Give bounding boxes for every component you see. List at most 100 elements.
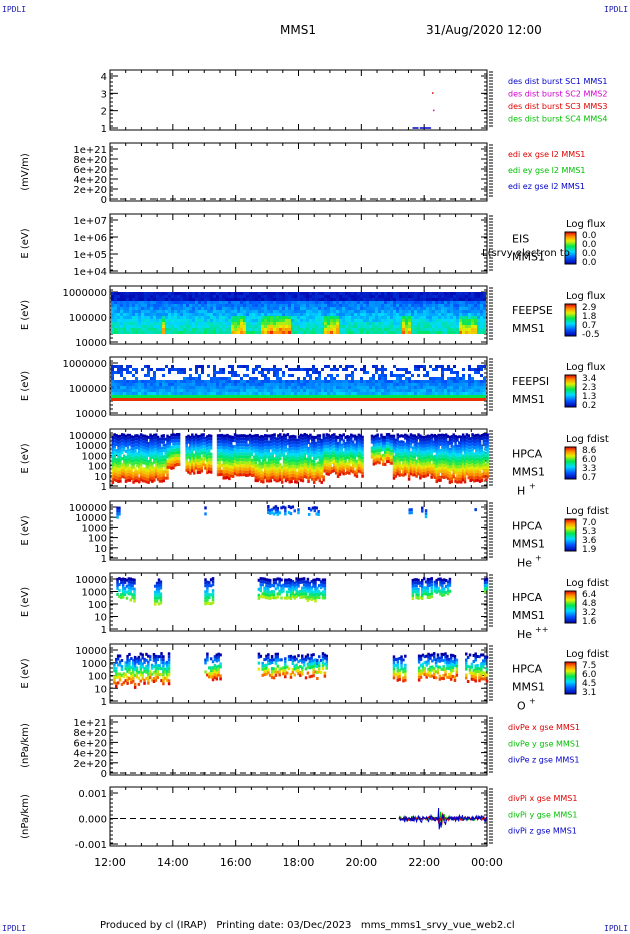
feepsi-cell — [483, 380, 486, 383]
panel-frame-eis — [109, 213, 488, 274]
feepse-cell — [378, 298, 381, 301]
feepsi-cell — [231, 380, 234, 383]
feepse-cell — [405, 322, 408, 325]
feepse-cell — [429, 295, 432, 298]
feepsi-cell — [417, 398, 420, 401]
feepse-cell — [342, 319, 345, 322]
feepsi-cell — [381, 389, 384, 392]
hpca_h-cell — [250, 449, 254, 453]
feepsi-cell — [396, 386, 399, 389]
feepse-cell — [111, 319, 114, 322]
feepse-cell — [261, 331, 264, 334]
feepse-cell — [255, 313, 258, 316]
feepse-cell — [273, 301, 276, 304]
hpca_h-cell — [166, 470, 169, 474]
hpca_h-cell — [139, 460, 143, 464]
hpca_h-cell — [235, 470, 239, 474]
feepse-cell — [273, 295, 276, 298]
feepse-cell — [417, 322, 420, 325]
feepsi-cell — [324, 380, 327, 383]
hpca_h-cell — [147, 453, 150, 457]
feepsi-cell — [162, 386, 165, 389]
hpca_h-cell — [216, 473, 220, 477]
feepse-cell — [426, 331, 429, 334]
hpca_h-cell — [141, 434, 145, 438]
feepse-cell — [363, 292, 366, 295]
feepsi-cell — [348, 380, 351, 383]
feepse-cell — [156, 313, 159, 316]
feepse-cell — [375, 322, 378, 325]
hpca_h-cell — [187, 467, 190, 471]
feepsi-cell — [228, 377, 231, 380]
hpca_h-cell — [256, 440, 259, 444]
hpca_h-cell — [132, 438, 135, 442]
hpca_h-cell — [174, 463, 177, 467]
feepse-cell — [171, 301, 174, 304]
feepsi-cell — [474, 395, 477, 398]
feepse-cell — [375, 298, 378, 301]
feepsi-cell — [210, 383, 213, 386]
feepsi-cell — [117, 392, 120, 395]
feepse-cell — [180, 319, 183, 322]
feepsi-cell — [231, 374, 234, 377]
feepse-cell — [117, 316, 120, 319]
feepsi-cell — [309, 377, 312, 380]
hpca_h-cell — [119, 467, 122, 471]
feepse-cell — [249, 328, 252, 331]
feepse-cell — [357, 307, 360, 310]
feepsi-cell — [249, 398, 252, 401]
feepse-cell — [453, 298, 456, 301]
hpca_h-cell — [170, 436, 173, 440]
feepse-cell — [471, 310, 474, 313]
hpca_h-cell — [198, 470, 202, 474]
feepsi-cell — [333, 392, 336, 395]
hpca_h-cell — [137, 450, 141, 454]
hpca_h-cell — [290, 438, 293, 442]
hpca_h-cell — [185, 459, 188, 463]
feepsi-cell — [399, 383, 402, 386]
feepsi-cell — [345, 368, 348, 371]
hpca_h-cell — [279, 448, 282, 452]
hpca_h-cell — [158, 455, 162, 459]
feepse-cell — [429, 307, 432, 310]
hpca_h-cell — [248, 448, 252, 452]
feepse-cell — [171, 328, 174, 331]
hpca_h-cell — [260, 476, 263, 480]
feepse-cell — [384, 319, 387, 322]
feepsi-cell — [210, 389, 213, 392]
hpca_h-cell — [209, 434, 213, 438]
hpca_h-cell — [258, 441, 261, 445]
feepse-cell — [213, 316, 216, 319]
feepsi-cell — [294, 386, 297, 389]
hpca_h-cell — [252, 473, 256, 477]
ytick-label-hpca_h-4: 10000 — [75, 441, 107, 452]
feepsi-cell — [357, 389, 360, 392]
feepse-cell — [276, 310, 279, 313]
feepsi-cell — [468, 380, 471, 383]
feepse-cell — [441, 304, 444, 307]
feepsi-cell — [231, 392, 234, 395]
feepsi-cell — [138, 398, 141, 401]
hpca_h-cell — [189, 444, 192, 448]
feepse-cell — [363, 331, 366, 334]
hpca_h-cell — [139, 439, 143, 443]
hpca_h-cell — [192, 441, 196, 445]
feepsi-cell — [264, 383, 267, 386]
hpca_h-cell — [275, 476, 278, 480]
feepse-cell — [411, 328, 414, 331]
feepsi-cell — [411, 389, 414, 392]
feepse-cell — [363, 310, 366, 313]
feepsi-cell — [462, 386, 465, 389]
feepse-cell — [219, 322, 222, 325]
feepse-cell — [363, 304, 366, 307]
hpca_h-cell — [130, 468, 133, 472]
feepse-cell — [219, 295, 222, 298]
hpca_h-cell — [209, 440, 213, 444]
feepsi-cell — [468, 365, 471, 368]
feepse-cell — [150, 304, 153, 307]
feepsi-cell — [195, 386, 198, 389]
feepse-cell — [438, 328, 441, 331]
hpca_h-cell — [233, 460, 237, 464]
feepse-cell — [291, 328, 294, 331]
hpca_h-cell — [134, 452, 137, 456]
